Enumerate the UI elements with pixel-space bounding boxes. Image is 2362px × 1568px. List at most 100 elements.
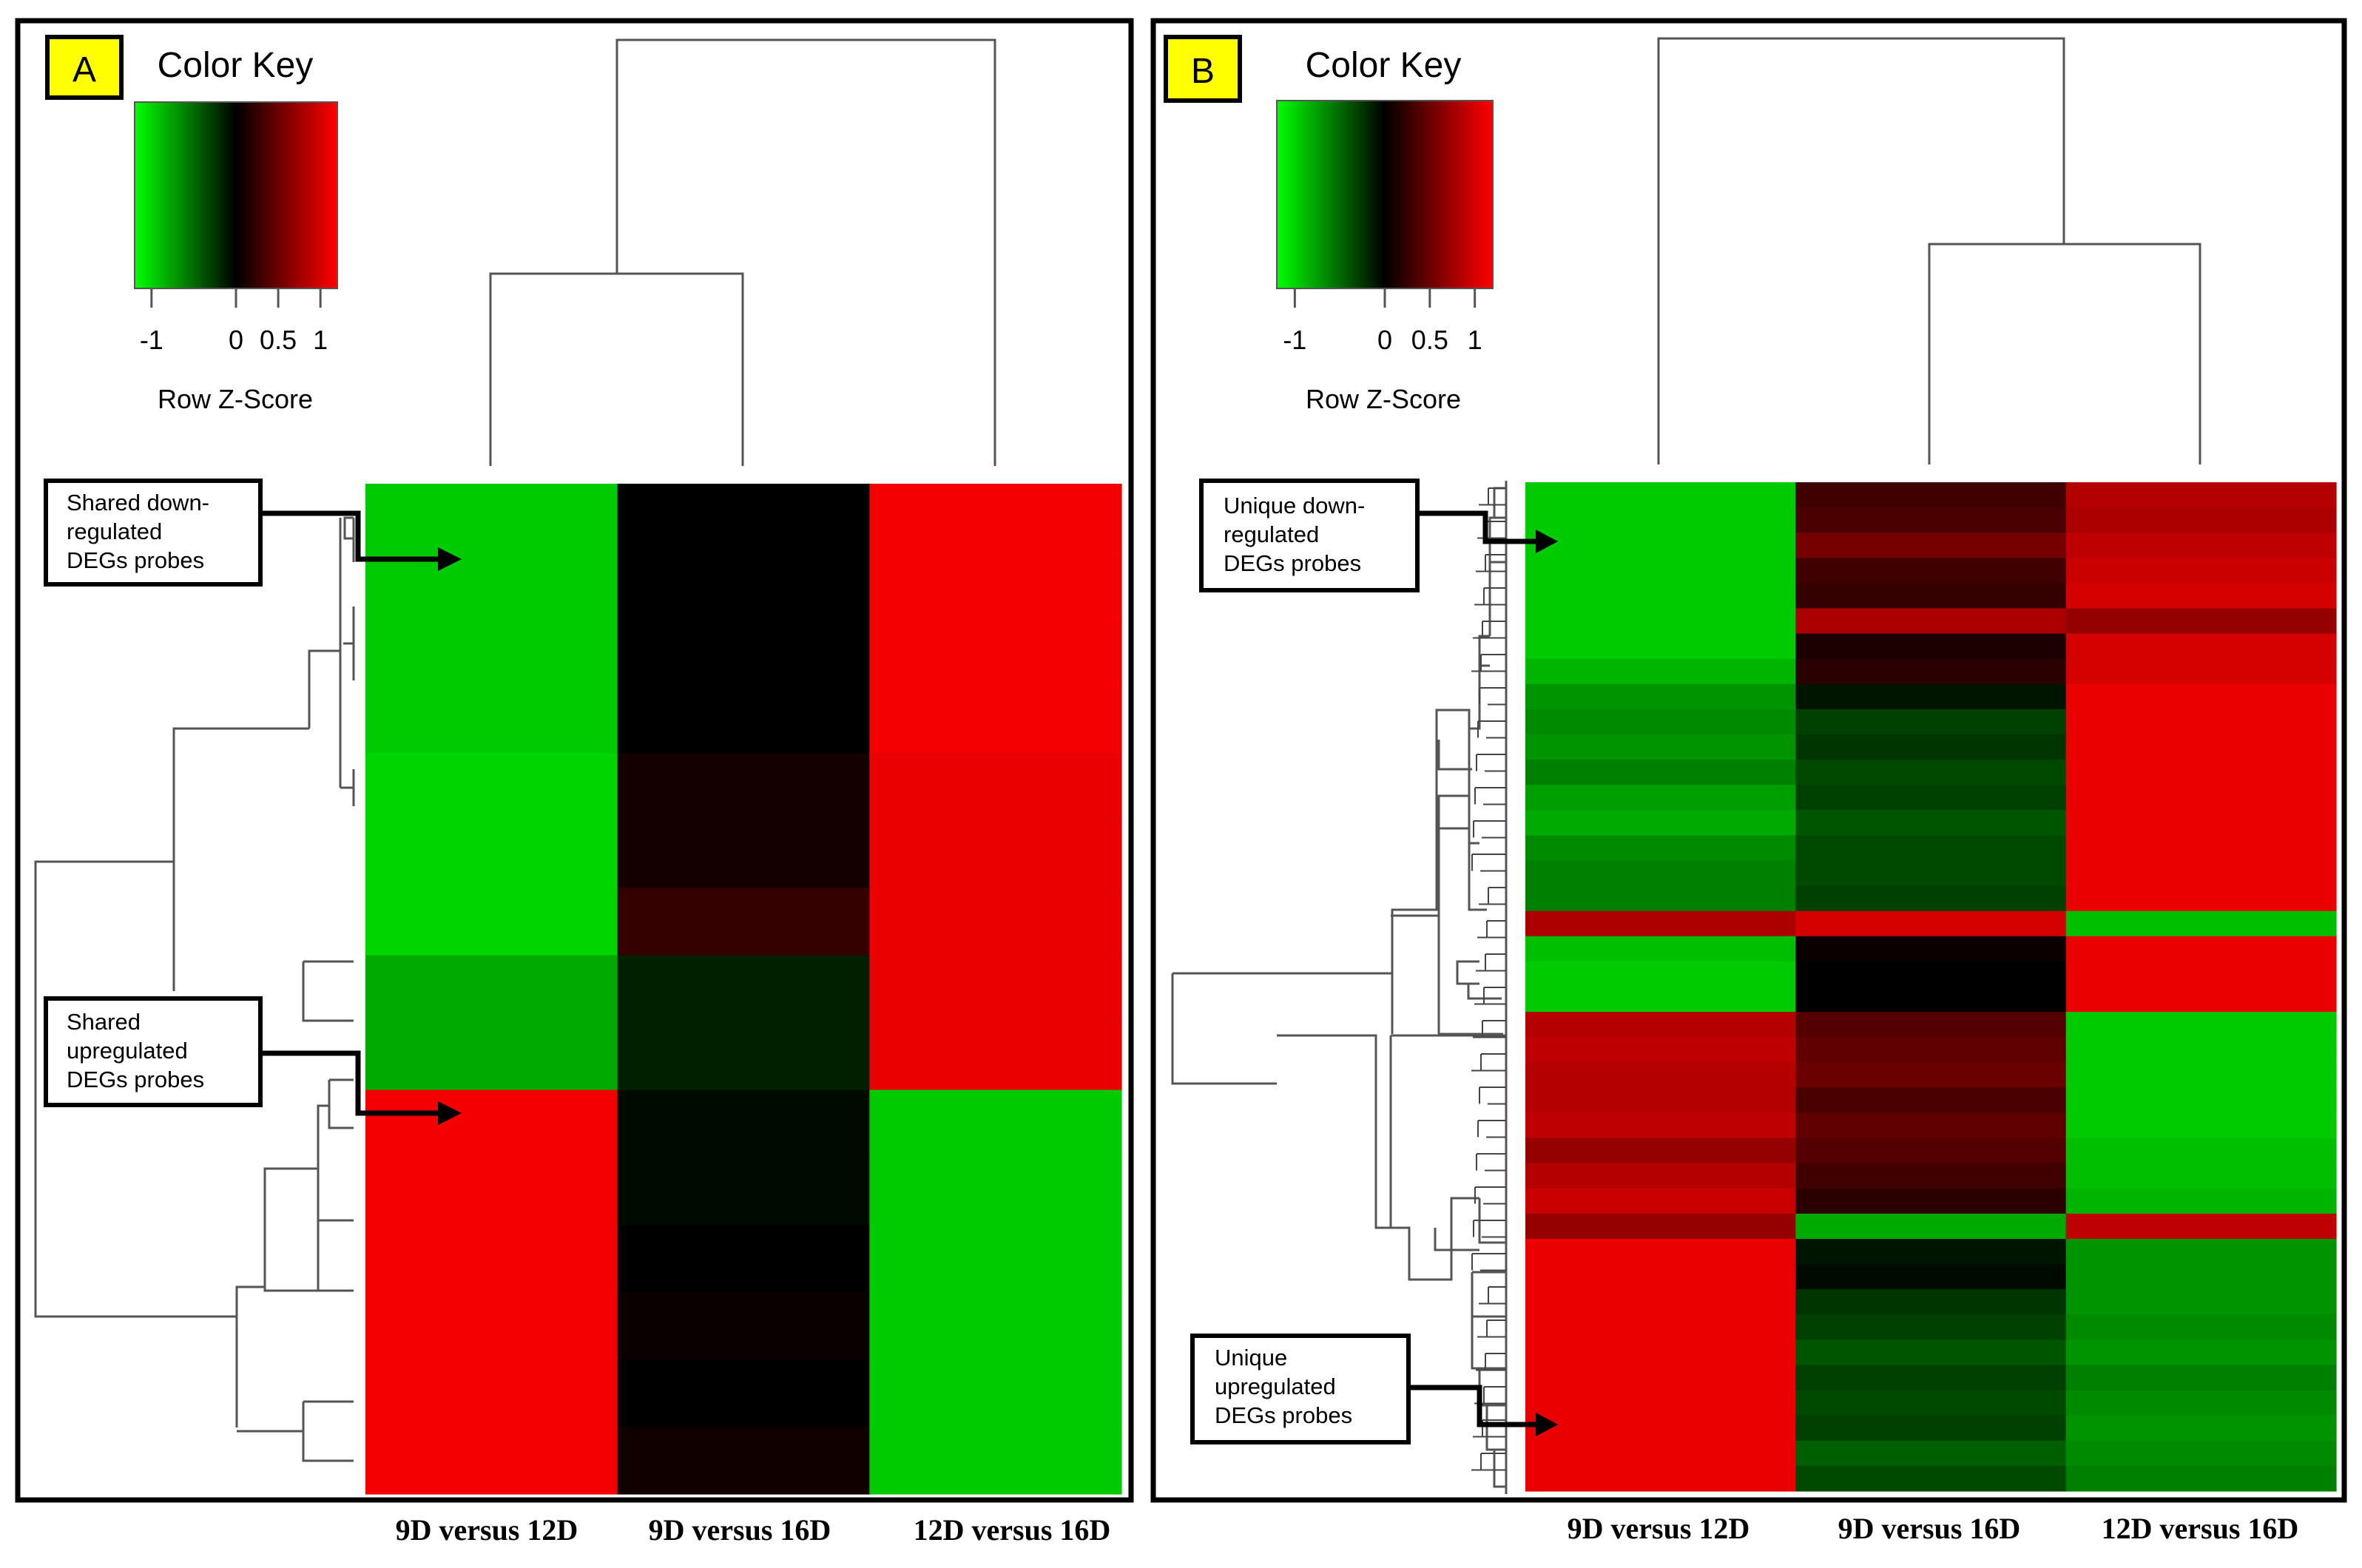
- annotation-line: DEGs probes: [67, 1067, 204, 1092]
- heatmap-cell: [2065, 608, 2337, 635]
- heatmap-cell: [617, 618, 870, 686]
- annotation-line: Shared: [67, 1009, 141, 1035]
- row-dendrogram-leaf-branches: [1471, 487, 1506, 1471]
- heatmap-cell: [1795, 507, 2067, 533]
- heatmap-cell: [617, 1359, 870, 1427]
- heatmap-cell: [365, 686, 618, 754]
- panel-b-letter: B: [1191, 52, 1215, 91]
- annotation-line: DEGs probes: [1215, 1402, 1352, 1428]
- heatmap-cell: [1795, 1289, 2067, 1315]
- heatmap-cell: [1525, 1213, 1796, 1240]
- heatmap-cell: [2065, 1062, 2337, 1088]
- heatmap-cell: [617, 888, 870, 956]
- heatmap-cell: [617, 1022, 870, 1091]
- heatmap-cell: [1525, 936, 1796, 962]
- heatmap-cell: [2065, 1440, 2337, 1467]
- panel-a-annotation-down: Shared down- regulated DEGs probes: [44, 479, 462, 587]
- heatmap-cell: [617, 686, 870, 754]
- heatmap-cell: [365, 1291, 618, 1360]
- color-key-tick-label: 0.5: [1411, 325, 1448, 355]
- heatmap-cell: [2065, 910, 2337, 937]
- heatmap-cell: [617, 484, 870, 552]
- heatmap-cell: [2065, 1314, 2337, 1340]
- panel-a-column-label: 12D versus 16D: [914, 1513, 1111, 1547]
- heatmap-cell: [2065, 860, 2337, 887]
- heatmap-cell: [2065, 1465, 2337, 1492]
- heatmap-cell: [2065, 1087, 2337, 1114]
- heatmap-cell: [1795, 658, 2067, 685]
- heatmap-cell: [1795, 1062, 2067, 1088]
- heatmap-cell: [2065, 1339, 2337, 1366]
- heatmap-cell: [1525, 1289, 1796, 1315]
- heatmap-cell: [869, 1359, 1122, 1427]
- heatmap-cell: [617, 753, 870, 821]
- heatmap-cell: [2065, 835, 2337, 862]
- heatmap-cell: [2065, 583, 2337, 609]
- heatmap-cell: [1525, 709, 1796, 735]
- heatmap-cell: [365, 753, 618, 821]
- heatmap-cell: [1795, 533, 2067, 558]
- annotation-line: Shared down-: [67, 490, 209, 516]
- annotation-line: Unique down-: [1224, 493, 1365, 518]
- heatmap-cell: [1795, 633, 2067, 660]
- heatmap-cell: [365, 820, 618, 888]
- heatmap-cell: [2065, 810, 2337, 836]
- heatmap-cell: [1525, 1163, 1796, 1189]
- heatmap-cell: [1795, 835, 2067, 862]
- panel-b-row-dendrogram: [1171, 481, 1508, 1494]
- heatmap-cell: [2065, 1213, 2337, 1240]
- heatmap-cell: [1525, 1239, 1796, 1265]
- heatmap-cell: [869, 686, 1122, 754]
- heatmap-cell: [869, 1291, 1122, 1360]
- heatmap-cell: [1795, 910, 2067, 937]
- heatmap-cell: [2065, 961, 2337, 987]
- heatmap-cell: [1795, 482, 2067, 508]
- heatmap-cell: [1525, 1012, 1796, 1038]
- heatmap-cell: [869, 1022, 1122, 1091]
- heatmap-cell: [1525, 507, 1796, 533]
- heatmap-cell: [1525, 1188, 1796, 1214]
- panel-b-annotation-down: Unique down- regulated DEGs probes: [1199, 479, 1558, 592]
- heatmap-cell: [1525, 1112, 1796, 1139]
- panel-a-color-key-ticks: -1 0 0.5 1: [140, 288, 328, 355]
- heatmap-cell: [1795, 1390, 2067, 1416]
- panel-a-annotation-up: Shared upregulated DEGs probes: [44, 996, 462, 1125]
- panel-b-color-key-ticks: -1 0 0.5 1: [1283, 288, 1482, 355]
- heatmap-cell: [869, 1089, 1122, 1158]
- heatmap-cell: [869, 820, 1122, 888]
- heatmap-cell: [1795, 760, 2067, 785]
- color-key-tick-label: 0: [1377, 325, 1392, 355]
- heatmap-cell: [869, 1426, 1122, 1495]
- heatmap-cell: [1795, 1188, 2067, 1214]
- heatmap-cell: [1525, 987, 1796, 1013]
- heatmap-cell: [2065, 785, 2337, 811]
- panel-a-color-key-axis-label: Row Z-Score: [158, 384, 313, 414]
- panel-b-column-labels: 9D versus 12D 9D versus 16D 12D versus 1…: [1568, 1512, 2299, 1545]
- heatmap-cell: [365, 1426, 618, 1495]
- heatmap-cell: [1525, 734, 1796, 760]
- heatmap-cell: [1795, 709, 2067, 735]
- heatmap-cell: [2065, 1112, 2337, 1139]
- heatmap-cell: [1525, 1314, 1796, 1340]
- heatmap-cell: [2065, 683, 2337, 710]
- panel-b: B Color Key -1 0 0.5 1 Row Z-Score: [1150, 18, 2347, 1545]
- heatmap-cell: [2065, 885, 2337, 912]
- heatmap-cell: [1525, 558, 1796, 584]
- heatmap-cell: [1795, 1087, 2067, 1114]
- heatmap-cell: [1525, 1339, 1796, 1366]
- heatmap-cell: [2065, 1188, 2337, 1214]
- heatmap-cell: [1795, 558, 2067, 584]
- heatmap-cell: [1795, 987, 2067, 1013]
- panel-a-column-dendrogram: [489, 38, 996, 466]
- heatmap-cell: [1525, 533, 1796, 558]
- annotation-line: upregulated: [67, 1038, 188, 1064]
- heatmap-cell: [869, 618, 1122, 686]
- heatmap-cell: [1525, 1062, 1796, 1088]
- heatmap-cell: [1795, 1012, 2067, 1038]
- heatmap-cell: [365, 1224, 618, 1293]
- heatmap-cell: [2065, 1390, 2337, 1416]
- panel-a-row-dendrogram: [34, 516, 355, 1462]
- heatmap-cell: [1795, 608, 2067, 635]
- panel-a-letter: A: [72, 50, 96, 89]
- panel-b-column-label: 9D versus 12D: [1568, 1512, 1750, 1545]
